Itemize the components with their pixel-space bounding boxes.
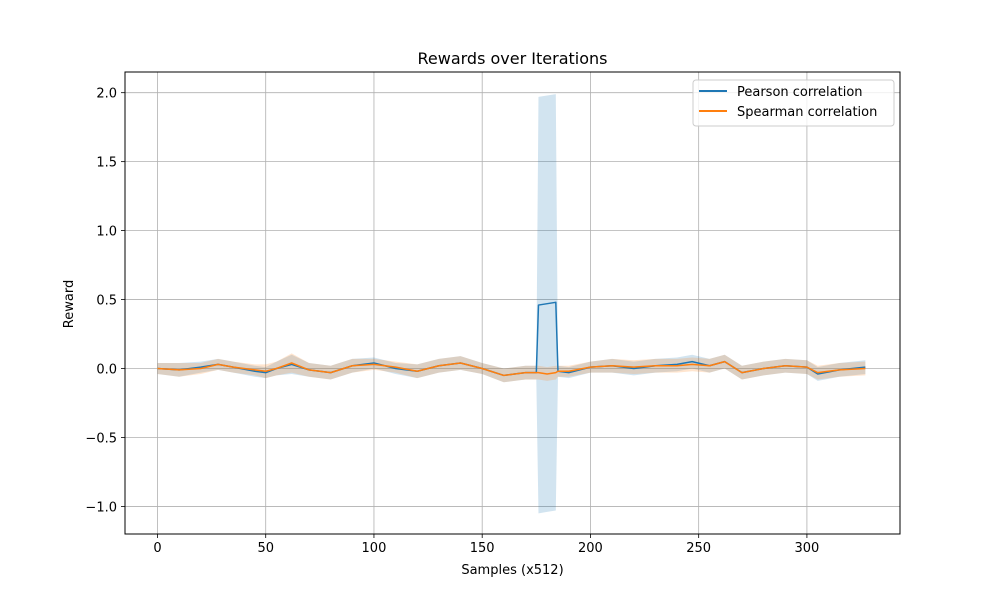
- plot-area-frame: [124, 71, 901, 535]
- y-tick-label: 1.5: [96, 156, 117, 171]
- axis-ticks: 0 50 100 150 200 250 300 −1.0 −0.5 0.0 0.5 1.0 1.5 2.…: [85, 87, 819, 556]
- band-spearman-correlation: [157, 353, 866, 383]
- x-tick-label: 300: [794, 541, 819, 556]
- y-tick-label: 1.0: [96, 225, 117, 240]
- x-tick-label: 200: [578, 541, 603, 556]
- y-tick-label: −1.0: [85, 500, 117, 515]
- y-tick-label: 2.0: [96, 87, 117, 102]
- x-tick-label: 50: [257, 541, 274, 556]
- y-tick-label: 0.5: [96, 294, 117, 309]
- grid: [125, 72, 900, 534]
- x-tick-label: 0: [153, 541, 161, 556]
- confidence-bands: [157, 94, 866, 514]
- x-axis-label: Samples (x512): [461, 563, 563, 578]
- x-tick-label: 250: [686, 541, 711, 556]
- chart-title: Rewards over Iterations: [418, 49, 608, 68]
- legend-label-spearman: Spearman correlation: [737, 105, 877, 120]
- y-tick-label: −0.5: [85, 431, 117, 446]
- legend: Pearson correlation Spearman correlation: [692, 79, 895, 127]
- legend-label-pearson: Pearson correlation: [737, 85, 863, 100]
- line-spearman-correlation: [157, 360, 866, 377]
- y-axis-label: Reward: [62, 280, 77, 328]
- x-tick-label: 150: [470, 541, 495, 556]
- series-lines: [157, 301, 866, 377]
- x-tick-label: 100: [362, 541, 387, 556]
- legend-box: [692, 79, 895, 127]
- y-tick-label: 0.0: [96, 363, 117, 378]
